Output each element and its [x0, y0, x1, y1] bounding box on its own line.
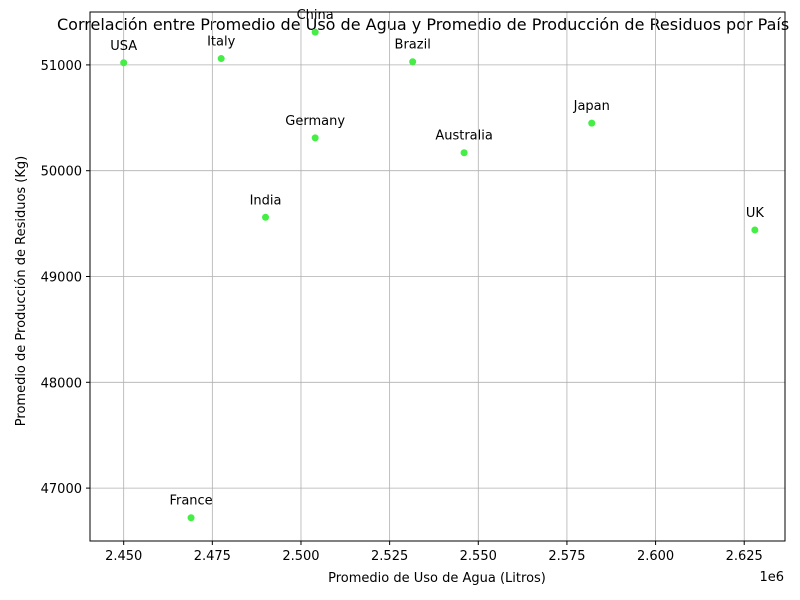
ticks: 2.450 2.475 2.500 2.525 2.550 2.575 2.600 2.625…: [41, 59, 763, 564]
point-label: Australia: [435, 129, 493, 144]
data-point: [460, 149, 468, 157]
x-tick-label: 2.550: [460, 549, 497, 564]
y-axis-label: Promedio de Producción de Residuos (Kg): [14, 156, 29, 426]
point-label: Italy: [207, 35, 236, 50]
y-tick-label: 49000: [41, 271, 82, 286]
point-label: Brazil: [395, 38, 431, 53]
y-tick-label: 47000: [41, 482, 82, 497]
point-label: China: [297, 8, 334, 23]
x-axis-label: Promedio de Uso de Agua (Litros): [328, 571, 546, 586]
point-label: India: [250, 193, 282, 208]
x-axis-offset-label: 1e6: [759, 570, 784, 585]
plot-frame: [89, 11, 786, 542]
chart-title: Correlación entre Promedio de Uso de Agu…: [57, 15, 789, 34]
grid: [90, 12, 785, 541]
data-point: [588, 119, 596, 127]
y-tick-label: 51000: [41, 59, 82, 74]
x-tick-label: 2.500: [282, 549, 319, 564]
point-label: USA: [110, 39, 137, 54]
data-point: [751, 226, 759, 234]
x-tick-label: 2.475: [194, 549, 231, 564]
data-point: [120, 59, 128, 67]
y-tick-label: 50000: [41, 165, 82, 180]
data-point: [187, 514, 195, 522]
data-point: [311, 28, 319, 36]
x-tick-label: 2.525: [371, 549, 408, 564]
data-point: [409, 58, 417, 66]
data-points: USA Italy China Brazil Germany Australia Japan…: [110, 8, 765, 522]
y-tick-label: 48000: [41, 376, 82, 391]
point-label: Japan: [573, 99, 610, 114]
point-label: France: [169, 494, 212, 509]
data-point: [262, 213, 270, 221]
x-tick-label: 2.450: [105, 549, 142, 564]
point-label: UK: [746, 206, 765, 221]
x-tick-label: 2.600: [637, 549, 674, 564]
point-label: Germany: [285, 114, 345, 129]
data-point: [311, 134, 319, 142]
x-tick-label: 2.625: [726, 549, 763, 564]
data-point: [217, 55, 225, 63]
x-tick-label: 2.575: [548, 549, 585, 564]
